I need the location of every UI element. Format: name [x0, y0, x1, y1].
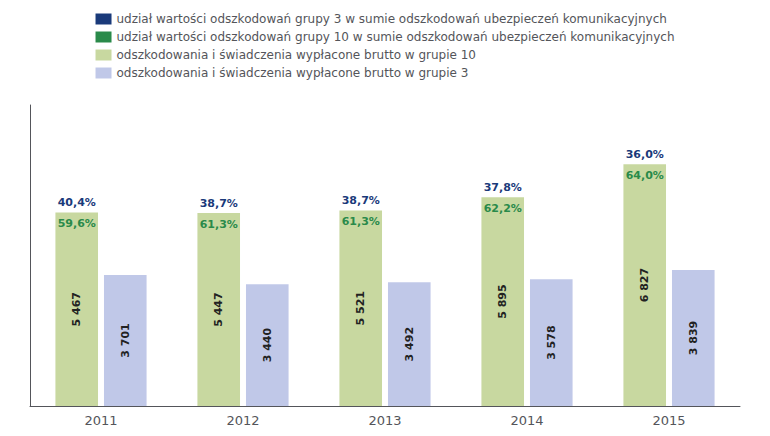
- svg-text:36,0%: 36,0%: [626, 148, 664, 161]
- svg-text:5 447: 5 447: [212, 292, 225, 326]
- svg-text:37,8%: 37,8%: [484, 181, 522, 194]
- svg-text:61,3%: 61,3%: [200, 218, 238, 231]
- svg-text:2013: 2013: [368, 413, 401, 428]
- svg-text:3 440: 3 440: [261, 328, 274, 363]
- svg-text:2012: 2012: [226, 413, 259, 428]
- svg-text:38,7%: 38,7%: [200, 197, 238, 210]
- svg-text:odszkodowania i świadczenia wy: odszkodowania i świadczenia wypłacone br…: [117, 66, 469, 80]
- svg-text:38,7%: 38,7%: [342, 194, 380, 207]
- svg-text:59,6%: 59,6%: [58, 217, 96, 230]
- svg-text:udział wartości odszkodowań gr: udział wartości odszkodowań grupy 10 w s…: [117, 30, 675, 44]
- svg-text:2015: 2015: [652, 413, 685, 428]
- svg-text:40,4%: 40,4%: [58, 196, 96, 209]
- svg-text:61,3%: 61,3%: [342, 215, 380, 228]
- svg-text:5 467: 5 467: [70, 292, 83, 326]
- svg-text:odszkodowania i świadczenia wy: odszkodowania i świadczenia wypłacone br…: [117, 48, 476, 62]
- svg-text:3 578: 3 578: [545, 325, 558, 359]
- svg-text:5 895: 5 895: [496, 284, 509, 318]
- svg-text:3 701: 3 701: [119, 323, 132, 357]
- svg-text:5 521: 5 521: [354, 291, 367, 325]
- svg-text:2014: 2014: [510, 413, 543, 428]
- svg-text:64,0%: 64,0%: [626, 169, 664, 182]
- svg-text:62,2%: 62,2%: [484, 202, 522, 215]
- svg-text:6 827: 6 827: [638, 268, 651, 302]
- svg-text:2011: 2011: [84, 413, 117, 428]
- svg-text:3 839: 3 839: [687, 321, 700, 355]
- svg-text:udział wartości odszkodowań gr: udział wartości odszkodowań grupy 3 w su…: [117, 12, 667, 26]
- svg-text:3 492: 3 492: [403, 327, 416, 361]
